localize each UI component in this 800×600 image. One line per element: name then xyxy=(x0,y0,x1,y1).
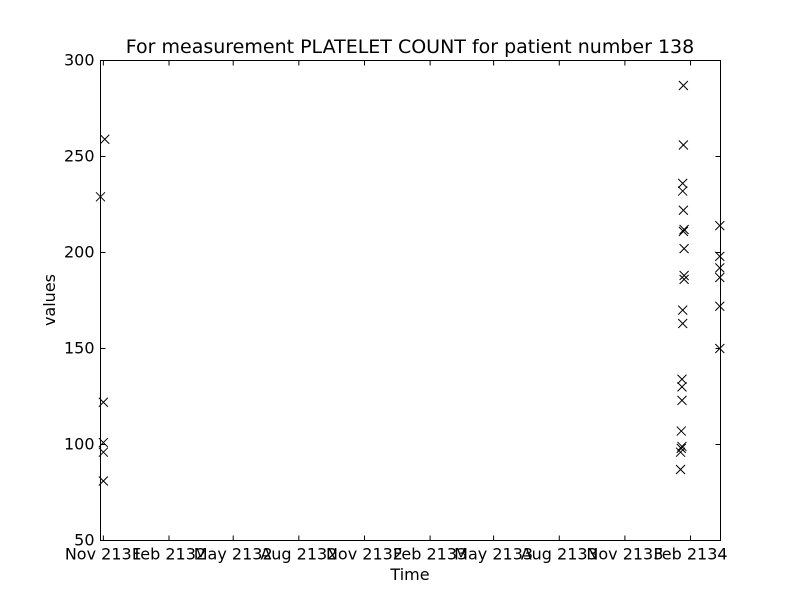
data-point xyxy=(676,426,687,436)
point-marker-stroke xyxy=(678,226,689,237)
x-tick-label: Feb 2132 xyxy=(132,545,206,564)
data-point xyxy=(678,80,689,91)
point-marker-stroke xyxy=(678,140,689,150)
x-tick-label: Nov 2133 xyxy=(586,545,663,564)
point-marker-stroke xyxy=(675,447,686,458)
data-point xyxy=(99,134,110,145)
data-point xyxy=(677,382,687,392)
point-marker-stroke xyxy=(676,443,687,454)
point-marker-stroke xyxy=(714,263,725,273)
data-point xyxy=(679,274,689,285)
point-marker-stroke xyxy=(679,270,689,281)
y-tick-label: 100 xyxy=(64,435,95,454)
data-point xyxy=(677,395,687,406)
x-tick-label: Feb 2133 xyxy=(393,545,467,564)
data-point xyxy=(679,270,689,281)
data-point xyxy=(678,205,689,216)
y-tick-label: 300 xyxy=(64,51,95,70)
point-marker-stroke xyxy=(678,205,689,216)
data-point xyxy=(678,226,689,237)
point-marker-stroke xyxy=(714,220,725,231)
data-point xyxy=(679,243,689,254)
y-tick-label: 150 xyxy=(64,339,95,358)
point-marker-stroke xyxy=(677,186,688,196)
y-tick-label: 50 xyxy=(74,531,94,550)
data-point xyxy=(675,447,686,458)
point-marker-stroke xyxy=(677,382,687,392)
point-marker-stroke xyxy=(676,426,687,436)
point-marker-stroke xyxy=(677,318,688,329)
data-point xyxy=(679,224,689,235)
data-point xyxy=(677,178,688,189)
point-marker-stroke xyxy=(677,178,688,189)
x-tick-label: Aug 2132 xyxy=(260,545,337,564)
data-point xyxy=(677,305,688,315)
point-marker-stroke xyxy=(679,274,689,285)
x-tick-label: Nov 2131 xyxy=(65,545,142,564)
data-point xyxy=(677,374,687,385)
x-tick-label: Nov 2132 xyxy=(326,545,403,564)
x-tick-label: May 2133 xyxy=(454,545,533,564)
point-marker-stroke xyxy=(714,301,725,312)
y-tick-label: 200 xyxy=(64,243,95,262)
point-marker-stroke xyxy=(675,464,686,475)
x-tick-label: Feb 2134 xyxy=(653,545,727,564)
data-point xyxy=(714,220,725,231)
data-point xyxy=(677,186,688,196)
data-point xyxy=(714,251,725,262)
data-point xyxy=(714,272,725,283)
data-point xyxy=(714,343,725,354)
x-axis-label: Time xyxy=(389,565,429,584)
data-point xyxy=(677,441,687,452)
point-marker-stroke xyxy=(679,243,689,254)
point-marker-stroke xyxy=(714,251,725,262)
data-point xyxy=(677,318,688,329)
chart-title: For measurement PLATELET COUNT for patie… xyxy=(126,36,694,58)
point-marker-stroke xyxy=(677,374,687,385)
data-point xyxy=(714,263,725,273)
x-tick-label: Aug 2133 xyxy=(521,545,598,564)
y-axis-label: values xyxy=(40,274,59,326)
data-point xyxy=(675,464,686,475)
axes-frame xyxy=(100,60,721,541)
x-tick-label: May 2132 xyxy=(194,545,273,564)
point-marker-stroke xyxy=(678,80,689,91)
point-marker-stroke xyxy=(677,395,687,406)
point-marker-stroke xyxy=(714,343,725,354)
data-point xyxy=(676,443,687,454)
data-point xyxy=(714,301,725,312)
point-marker-stroke xyxy=(99,134,110,145)
point-marker-stroke xyxy=(714,272,725,283)
data-point xyxy=(678,140,689,150)
point-marker-stroke xyxy=(679,224,689,235)
point-marker-stroke xyxy=(677,441,687,452)
y-tick-label: 250 xyxy=(64,147,95,166)
point-marker-stroke xyxy=(677,305,688,315)
